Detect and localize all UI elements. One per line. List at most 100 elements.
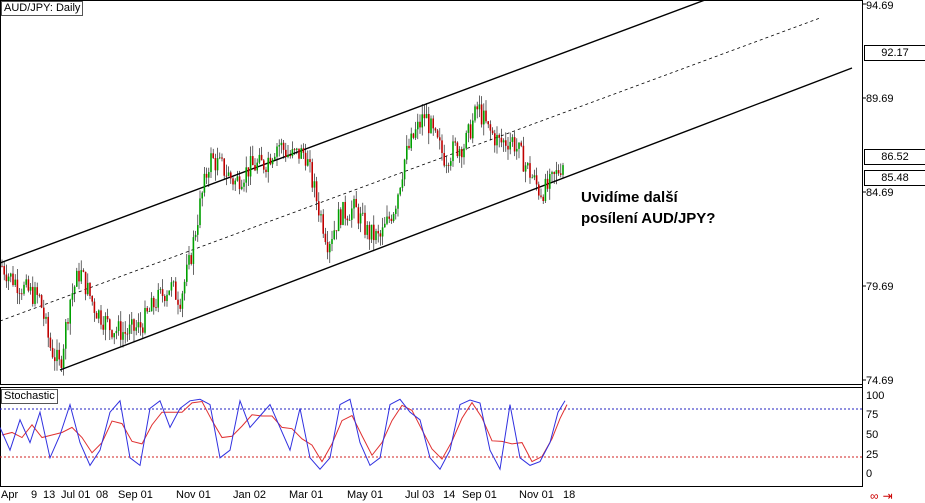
- candle-body: [194, 234, 197, 238]
- candle-body: [395, 208, 397, 214]
- candle-body: [203, 173, 206, 193]
- candle-body: [234, 180, 236, 185]
- candle-body: [247, 167, 250, 177]
- candle-body: [311, 162, 313, 188]
- candle-body: [447, 164, 450, 166]
- candle-body: [518, 142, 520, 149]
- channel-lower-line[interactable]: [59, 67, 853, 371]
- candle-body: [201, 192, 203, 199]
- arrow-right-icon[interactable]: ⇥: [882, 489, 893, 503]
- candle-body: [164, 296, 166, 302]
- candle-body: [296, 148, 298, 150]
- candle-body: [342, 201, 344, 225]
- candle-body: [368, 224, 371, 240]
- candle-body: [25, 279, 27, 285]
- candle-body: [414, 129, 417, 138]
- candle-body: [199, 198, 201, 226]
- candle-body: [16, 279, 19, 294]
- candle-body: [351, 208, 353, 220]
- axis-ticks: [862, 3, 866, 381]
- candle-body: [392, 213, 395, 222]
- candle-body: [208, 172, 210, 178]
- candle-body: [274, 156, 276, 160]
- candle-body: [302, 148, 305, 153]
- candle-body: [80, 270, 82, 282]
- candle-body: [410, 133, 412, 149]
- candle-body: [379, 233, 382, 237]
- candle-body: [254, 165, 256, 171]
- candle-body: [474, 106, 476, 121]
- candle-body: [241, 186, 243, 190]
- candle-body: [551, 172, 553, 175]
- candle-body: [49, 337, 52, 348]
- candle-body: [546, 178, 549, 189]
- candle-body: [34, 287, 36, 304]
- candle-body: [417, 121, 419, 130]
- candle-body: [399, 187, 401, 195]
- candle-body: [135, 327, 137, 331]
- candle-body: [32, 286, 34, 304]
- candle-body: [267, 157, 269, 173]
- candle-body: [337, 209, 340, 232]
- candle-body: [335, 230, 338, 232]
- candle-body: [480, 104, 483, 125]
- candle-body: [562, 165, 564, 175]
- candle-body: [520, 142, 522, 146]
- candle-body: [73, 286, 76, 294]
- candle-body: [214, 157, 217, 171]
- candle-body: [419, 121, 421, 128]
- candle-body: [161, 289, 164, 297]
- candle-body: [243, 182, 245, 187]
- stochastic-k-line: [0, 398, 566, 471]
- time-axis-label: 18: [563, 489, 576, 501]
- candle-body: [82, 270, 85, 272]
- price-axis-label: 89.69: [866, 93, 894, 105]
- candle-body: [362, 212, 364, 214]
- candle-body: [40, 295, 43, 308]
- candle-body: [192, 237, 195, 264]
- time-axis-label: Sep 01: [118, 489, 153, 501]
- candle-body: [329, 244, 331, 253]
- candle-body: [421, 114, 423, 128]
- candle-body: [522, 145, 525, 172]
- candle-body: [205, 173, 208, 178]
- time-axis-label: Nov 01: [519, 489, 554, 501]
- candle-body: [78, 270, 80, 282]
- candle-body: [131, 319, 133, 325]
- stochastic-series: [0, 398, 568, 471]
- candle-body: [258, 154, 261, 163]
- candle-body: [513, 137, 516, 152]
- candle-body: [472, 120, 474, 139]
- channel-upper-line[interactable]: [0, 0, 706, 264]
- candle-body: [359, 213, 362, 224]
- candle-body: [500, 137, 503, 143]
- stochastic-d-line: [1, 401, 568, 463]
- candle-body: [252, 156, 254, 166]
- candle-body: [489, 124, 492, 131]
- candle-body: [406, 145, 408, 160]
- candle-body: [401, 179, 404, 188]
- candle-body: [14, 279, 16, 286]
- candle-body: [45, 316, 47, 319]
- candle-body: [269, 157, 272, 165]
- candle-body: [139, 322, 142, 328]
- candle-body: [197, 225, 199, 235]
- candle-body: [43, 307, 45, 319]
- candle-body: [511, 137, 514, 142]
- candle-body: [210, 153, 212, 173]
- candle-body: [425, 114, 428, 119]
- candle-body: [117, 321, 120, 331]
- candle-body: [509, 141, 511, 150]
- candle-body: [340, 209, 342, 225]
- candle-body: [104, 316, 107, 330]
- candle-body: [445, 164, 448, 166]
- candle-body: [355, 198, 357, 208]
- candle-body: [153, 297, 155, 308]
- candle-body: [29, 286, 32, 291]
- price-axis-label: 84.69: [866, 187, 894, 199]
- channel-mid-line[interactable]: [0, 17, 821, 322]
- price-axis-label: 74.69: [866, 375, 894, 387]
- link-icon[interactable]: ∞: [870, 489, 879, 503]
- candle-body: [289, 154, 291, 157]
